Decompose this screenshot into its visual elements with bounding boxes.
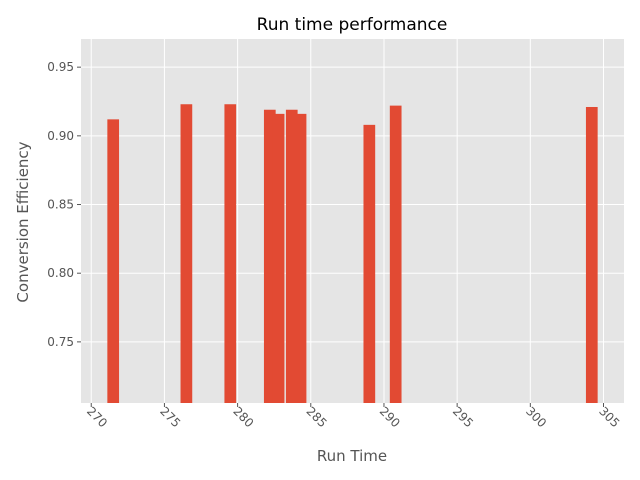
bar: [585, 106, 598, 403]
x-tick-label: 270: [84, 404, 110, 430]
x-axis-label: Run Time: [317, 447, 387, 465]
y-tick-label: 0.80: [47, 266, 74, 280]
bar: [363, 124, 376, 403]
x-tick-label: 300: [523, 404, 549, 430]
y-tick-label: 0.75: [47, 335, 74, 349]
bar: [272, 113, 285, 403]
x-tick-label: 305: [596, 404, 622, 430]
y-tick-label: 0.95: [47, 60, 74, 74]
x-tick-label: 290: [377, 404, 403, 430]
bars: [107, 104, 598, 404]
plot-area: [81, 39, 624, 403]
x-tick-label: 280: [230, 404, 256, 430]
y-axis-label: Conversion Efficiency: [14, 141, 32, 302]
x-tick-label: 285: [304, 404, 330, 430]
bar: [285, 109, 298, 403]
x-tick-label: 275: [157, 404, 183, 430]
x-axis-ticks: 270 275 280 285 290 295 300 305: [84, 403, 622, 430]
grid-lines: [81, 39, 624, 403]
chart-title: Run time performance: [257, 15, 448, 35]
bar: [294, 113, 307, 403]
bar: [107, 119, 120, 404]
bar: [180, 104, 193, 403]
bar: [263, 109, 276, 403]
bar: [224, 104, 237, 403]
y-tick-label: 0.90: [47, 129, 74, 143]
bar: [389, 105, 402, 403]
y-tick-label: 0.85: [47, 198, 74, 212]
x-tick-label: 295: [450, 404, 476, 430]
y-axis-ticks: 0.75 0.80 0.85 0.90 0.95: [47, 60, 81, 349]
